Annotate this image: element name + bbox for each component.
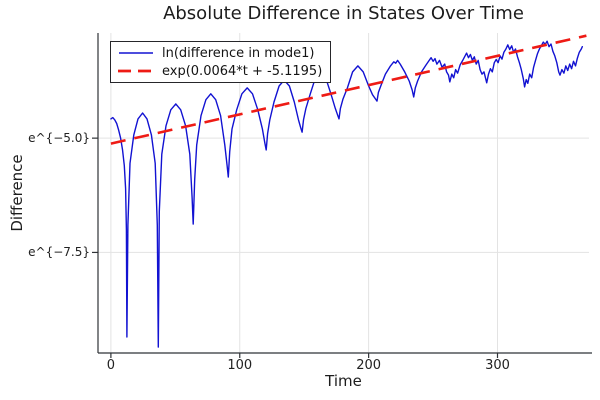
legend-box: ln(difference in mode1) exp(0.0064*t + -… — [110, 41, 332, 83]
dashed-line-sample-icon — [118, 69, 154, 73]
series-line-exp-fit — [110, 34, 587, 145]
x-axis-label: Time — [325, 372, 362, 390]
y-axis-label: Difference — [8, 154, 26, 232]
legend-item-exp-fit: exp(0.0064*t + -5.1195) — [117, 62, 322, 80]
y-tick-label: e^{−7.5} — [28, 245, 90, 260]
x-tick-label: 100 — [227, 358, 253, 373]
x-tick-label: 300 — [485, 358, 510, 373]
legend-item-ln-difference: ln(difference in mode1) — [117, 44, 322, 62]
legend-label-ln-difference: ln(difference in mode1) — [162, 45, 315, 61]
y-tick-label: e^{−5.0} — [28, 131, 90, 146]
solid-line-sample-icon — [119, 52, 153, 54]
x-tick-label: 0 — [106, 358, 116, 373]
legend-label-exp-fit: exp(0.0064*t + -5.1195) — [162, 63, 323, 79]
chart-title: Absolute Difference in States Over Time — [163, 3, 524, 24]
x-tick-label: 200 — [356, 358, 382, 373]
series-line-ln-difference — [110, 40, 583, 348]
